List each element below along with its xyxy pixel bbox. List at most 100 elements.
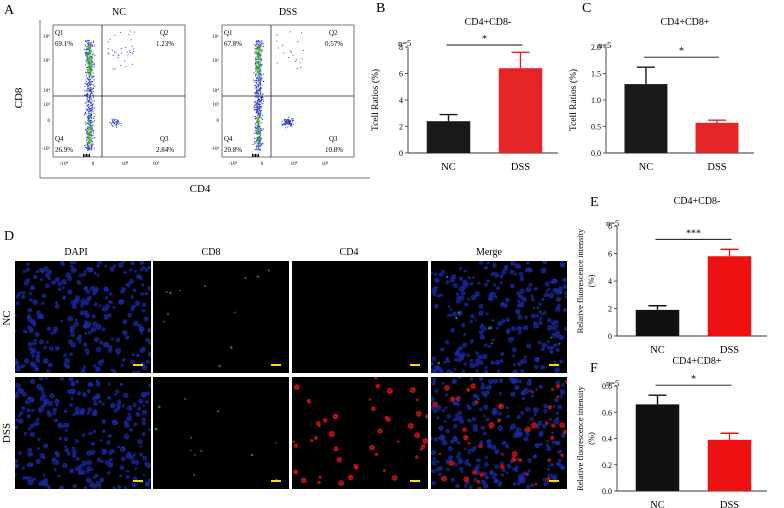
- flow-event-dot: [91, 76, 93, 78]
- cell-nucleus: [491, 409, 498, 416]
- cell-nucleus: [557, 458, 562, 463]
- flow-event-dot: [254, 148, 256, 150]
- flow-event-dot: [258, 52, 261, 55]
- flow-event-dot: [260, 99, 262, 101]
- cell-nucleus: [84, 320, 89, 325]
- flow-event-dot: [258, 130, 260, 133]
- flow-event-dot: [90, 123, 92, 125]
- scale-bar: [410, 480, 420, 482]
- flow-event-dot: [90, 70, 92, 72]
- cell-nucleus: [528, 282, 533, 287]
- cell-nucleus: [145, 482, 151, 488]
- cell-nucleus: [95, 480, 102, 487]
- flow-event-dot: [259, 79, 261, 81]
- flow-event-dot: [88, 135, 90, 138]
- cell-nucleus: [422, 438, 428, 445]
- flow-event-dot: [253, 79, 255, 81]
- cell-nucleus: [550, 336, 553, 339]
- cell-nucleus: [23, 280, 30, 286]
- flow-event-dot: [261, 137, 263, 139]
- flow-event-dot: [291, 118, 293, 120]
- cell-nucleus: [64, 364, 70, 369]
- cell-nucleus: [146, 265, 151, 270]
- flow-event-dot: [290, 121, 292, 123]
- cell-nucleus: [564, 290, 567, 296]
- flow-event-dot: [89, 56, 91, 58]
- flow-event-dot: [84, 82, 86, 84]
- flow-event-dot: [256, 133, 259, 135]
- flow-event-dot: [93, 120, 95, 122]
- flow-event-dot: [91, 143, 93, 145]
- cell-nucleus: [229, 346, 233, 349]
- cell-nucleus: [92, 411, 98, 416]
- cell-nucleus: [73, 298, 80, 304]
- flow-event-dot: [90, 109, 92, 111]
- y-tick-label: 6: [608, 250, 612, 259]
- cell-nucleus: [456, 454, 461, 459]
- cell-nucleus: [441, 408, 446, 413]
- cell-nucleus: [109, 402, 116, 409]
- cell-nucleus: [138, 326, 145, 333]
- flow-event-dot: [88, 113, 90, 115]
- flow-axis-tick-mark: [256, 154, 258, 157]
- y-axis-label: Relative fluorescence intensity: [575, 385, 585, 491]
- flow-event-dot: [85, 108, 87, 110]
- cell-nucleus: [517, 314, 523, 320]
- flow-event-dot: [256, 92, 258, 94]
- cell-nucleus: [41, 479, 48, 486]
- cell-nucleus: [100, 460, 104, 463]
- flow-event-dot: [89, 59, 91, 61]
- flow-event-dot: [90, 58, 92, 60]
- cell-nucleus: [467, 276, 472, 280]
- category-label: NC: [650, 500, 665, 508]
- cell-nucleus: [95, 324, 102, 330]
- flow-event-dot: [260, 93, 262, 95]
- flow-event-dot: [88, 101, 90, 103]
- cell-nucleus: [89, 285, 96, 292]
- flow-event-dot: [286, 119, 288, 120]
- flow-event-dot: [88, 117, 90, 119]
- cell-nucleus: [533, 413, 537, 417]
- cell-nucleus: [431, 460, 437, 466]
- cell-nucleus: [101, 327, 106, 332]
- flow-event-dot: [90, 147, 92, 149]
- flow-event-dot: [85, 129, 87, 131]
- cell-nucleus: [86, 459, 93, 466]
- flow-event-dot: [260, 55, 262, 57]
- bar-nc: [635, 404, 680, 491]
- cell-nucleus: [118, 262, 124, 269]
- flow-event-dot: [90, 96, 92, 98]
- cell-nucleus: [458, 418, 465, 424]
- flow-event-dot: [114, 122, 116, 124]
- flow-event-dot: [89, 140, 91, 142]
- flow-event-dot: [86, 65, 89, 67]
- flow-event-dot: [91, 124, 93, 126]
- cell-nucleus: [145, 400, 149, 404]
- flow-event-dot: [86, 131, 88, 133]
- flow-event-dot: [87, 55, 89, 57]
- flow-event-dot: [256, 127, 258, 129]
- cell-nucleus: [144, 461, 148, 466]
- cell-nucleus: [34, 331, 40, 338]
- cell-nucleus: [50, 331, 54, 335]
- cell-nucleus: [109, 266, 115, 272]
- category-label: DSS: [720, 500, 739, 508]
- cell-nucleus: [530, 483, 535, 488]
- cell-nucleus: [521, 396, 526, 401]
- flow-event-dot: [260, 122, 262, 124]
- cell-nucleus: [525, 484, 531, 489]
- cell-nucleus: [22, 269, 26, 274]
- panel-letter-f: F: [590, 361, 598, 376]
- cell-nucleus: [444, 340, 450, 345]
- cell-nucleus: [148, 383, 151, 388]
- flow-event-dot: [261, 64, 263, 66]
- cell-nucleus: [463, 332, 467, 336]
- flow-event-dot: [89, 137, 91, 139]
- cell-nucleus: [492, 378, 498, 385]
- n-label: n=5: [606, 218, 619, 228]
- cell-nucleus: [124, 335, 130, 340]
- cell-nucleus: [540, 267, 547, 274]
- flow-event-dot: [89, 68, 91, 70]
- cell-nucleus: [24, 399, 30, 405]
- cell-nucleus: [109, 462, 114, 466]
